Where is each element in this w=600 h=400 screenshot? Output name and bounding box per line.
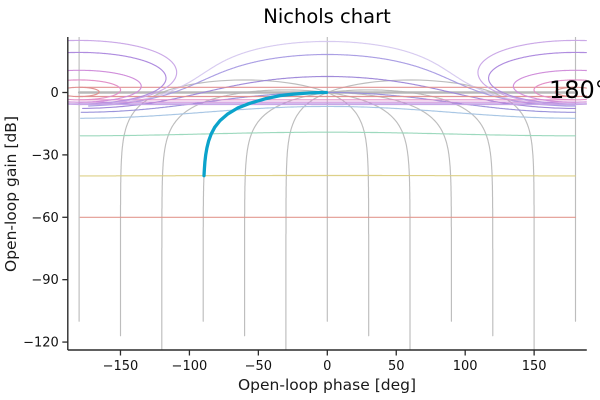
y-tick-label: −60 (31, 211, 58, 226)
axes-layer: −150 −100 −50 0 50 100 150 0 −30 −60 −90 −120 (23, 37, 587, 374)
x-tick-label: 100 (453, 359, 478, 374)
y-tick-label: −90 (31, 273, 58, 288)
x-tick-label: −100 (172, 359, 208, 374)
y-tick-label: 0 (51, 86, 59, 101)
x-tick-label: 150 (522, 359, 547, 374)
chart-title: Nichols chart (263, 5, 391, 28)
y-tick-label: −30 (31, 148, 58, 163)
x-tick-label: −150 (103, 359, 139, 374)
y-axis-label: Open-loop gain [dB] (2, 116, 20, 272)
x-tick-label: 50 (388, 359, 405, 374)
phase-180-annotation: 180° (549, 76, 600, 104)
x-axis-label: Open-loop phase [deg] (238, 376, 416, 394)
response-curve-layer (202, 90, 329, 178)
x-tick-label: −50 (245, 359, 272, 374)
nichols-grid-layer (67, 37, 587, 351)
y-tick-label: −120 (23, 336, 59, 351)
x-tick-label: 0 (323, 359, 331, 374)
